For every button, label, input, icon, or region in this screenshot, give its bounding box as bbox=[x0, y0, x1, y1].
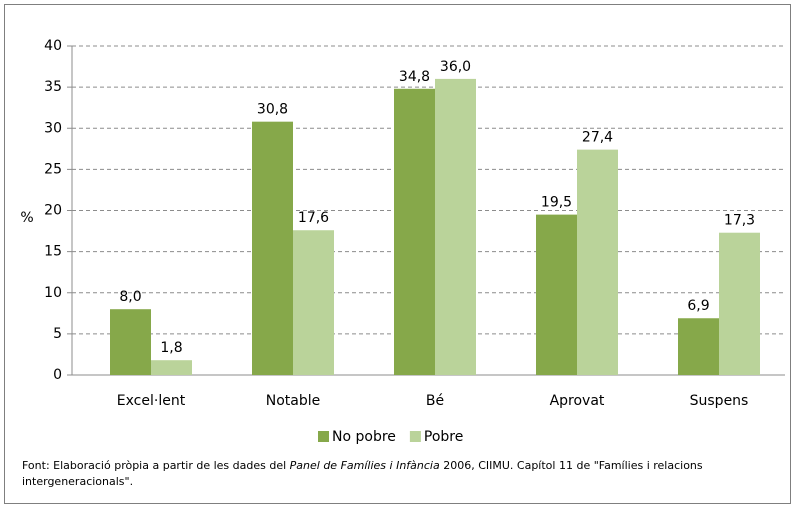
source-note: Font: Elaboració pròpia a partir de les … bbox=[22, 459, 703, 472]
data-label: 17,6 bbox=[298, 210, 329, 226]
y-tick-label: 35 bbox=[44, 79, 62, 95]
x-tick-label: Suspens bbox=[690, 393, 749, 409]
x-tick-label: Notable bbox=[266, 393, 321, 409]
data-label: 30,8 bbox=[257, 102, 288, 118]
bar bbox=[293, 230, 334, 375]
bar bbox=[252, 121, 293, 375]
source-part: Font: Elaboració pròpia a partir de les … bbox=[22, 459, 290, 472]
y-tick-label: 0 bbox=[53, 367, 62, 383]
data-label: 36,0 bbox=[440, 59, 471, 75]
source-part: Panel de Famílies i Infància bbox=[290, 459, 440, 472]
x-tick-label: Excel·lent bbox=[117, 393, 186, 409]
legend-label: No pobre bbox=[332, 429, 396, 445]
y-tick-label: 40 bbox=[44, 38, 62, 54]
data-label: 8,0 bbox=[119, 289, 141, 305]
source-part: 2006, CIIMU. Capítol 11 de "Famílies i r… bbox=[440, 459, 703, 472]
legend-swatch bbox=[318, 431, 329, 442]
data-label: 19,5 bbox=[541, 195, 572, 211]
x-tick-label: Aprovat bbox=[550, 393, 605, 409]
data-label: 17,3 bbox=[724, 213, 755, 229]
data-label: 1,8 bbox=[160, 340, 182, 356]
bar bbox=[577, 149, 618, 375]
data-label: 27,4 bbox=[582, 130, 613, 146]
legend-label: Pobre bbox=[424, 429, 463, 445]
y-axis-label: % bbox=[20, 210, 33, 226]
bar bbox=[435, 78, 476, 376]
y-tick-label: 25 bbox=[44, 161, 62, 177]
bar bbox=[151, 360, 192, 375]
legend-swatch bbox=[409, 431, 421, 442]
bar bbox=[719, 232, 760, 375]
source-note: intergeneracionals". bbox=[22, 475, 133, 488]
data-label: 34,8 bbox=[399, 69, 430, 85]
bar bbox=[394, 88, 435, 376]
bar bbox=[110, 309, 151, 375]
y-tick-label: 15 bbox=[44, 244, 62, 260]
y-tick-label: 20 bbox=[44, 203, 62, 219]
y-tick-label: 10 bbox=[44, 285, 62, 301]
y-tick-label: 5 bbox=[53, 326, 62, 342]
x-tick-label: Bé bbox=[426, 393, 444, 409]
data-label: 6,9 bbox=[687, 298, 709, 314]
bar bbox=[536, 214, 577, 375]
bar bbox=[678, 318, 719, 375]
y-tick-label: 30 bbox=[44, 120, 62, 136]
